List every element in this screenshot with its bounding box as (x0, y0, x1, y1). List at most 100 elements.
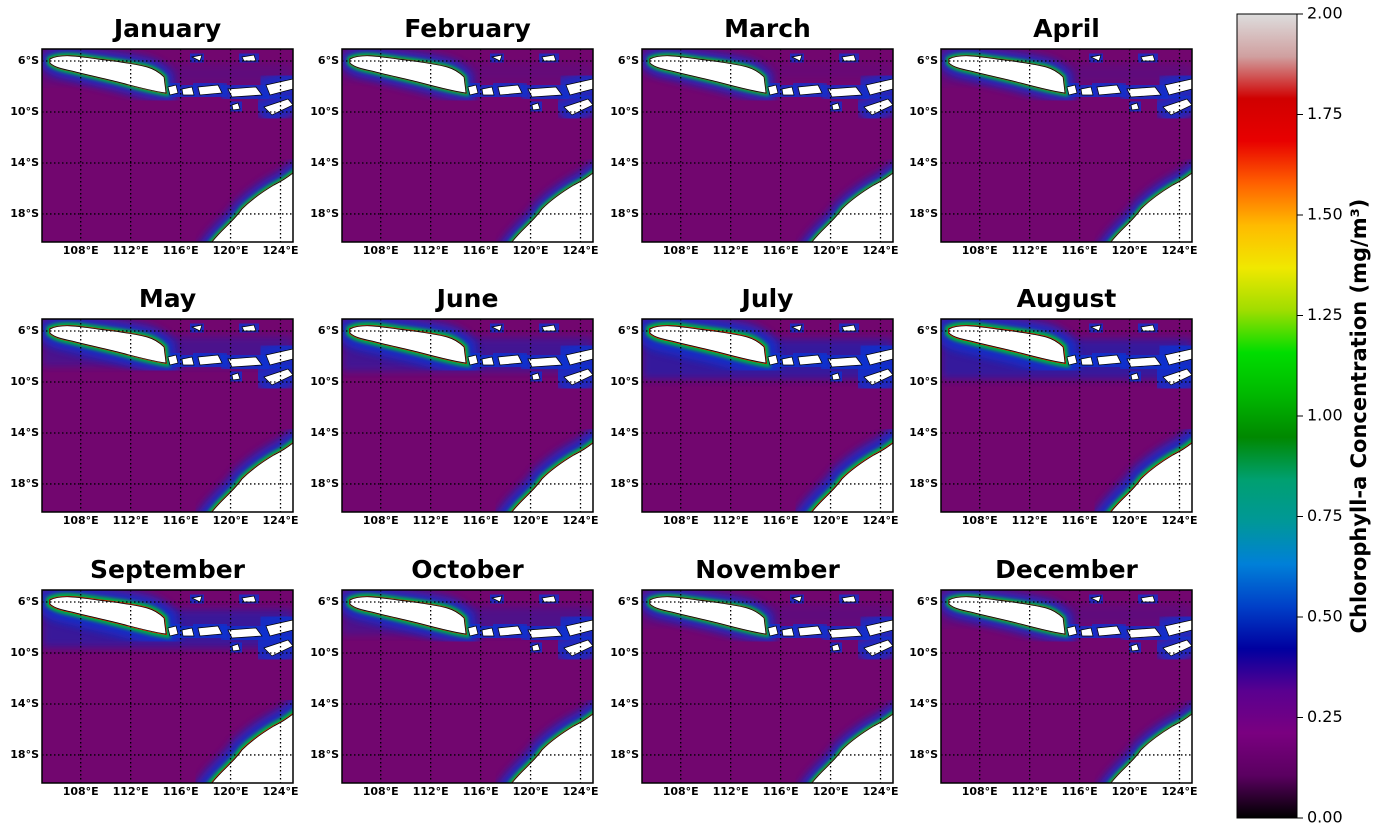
colorbar-tick-label: 1.00 (1307, 406, 1343, 425)
colorbar-tick-label: 0.25 (1307, 707, 1343, 726)
land (828, 357, 862, 367)
colorbar-label: Chlorophyll-a Concentration (mg/m³) (1347, 199, 1371, 634)
land (768, 355, 778, 365)
y-tick-label: 14°S (610, 426, 639, 439)
y-tick-label: 6°S (18, 324, 39, 337)
panel-title: February (404, 14, 531, 43)
land (798, 85, 822, 95)
y-tick-label: 10°S (310, 646, 339, 659)
land (498, 626, 522, 636)
map-panel: January108°E112°E116°E120°E124°E6°S10°S1… (10, 14, 298, 257)
y-tick-label: 14°S (610, 697, 639, 710)
map-panel: September108°E112°E116°E120°E124°E6°S10°… (10, 555, 298, 798)
land (1097, 626, 1121, 636)
y-tick-label: 18°S (610, 477, 639, 490)
x-tick-label: 124°E (863, 244, 899, 257)
x-tick-label: 108°E (663, 244, 699, 257)
land (1067, 355, 1077, 365)
land (198, 85, 222, 95)
x-tick-label: 116°E (163, 514, 199, 527)
map-body (642, 49, 893, 242)
map-body (42, 319, 293, 512)
map-panel: November108°E112°E116°E120°E124°E6°S10°S… (610, 555, 898, 798)
y-tick-label: 14°S (10, 156, 39, 169)
colorbar-tick-label: 1.75 (1307, 104, 1343, 123)
y-tick-label: 14°S (310, 426, 339, 439)
x-tick-label: 112°E (1012, 244, 1048, 257)
y-tick-label: 6°S (318, 595, 339, 608)
y-tick-label: 6°S (618, 595, 639, 608)
x-tick-label: 124°E (563, 244, 599, 257)
land (198, 355, 222, 365)
land (1097, 85, 1121, 95)
x-tick-label: 112°E (713, 785, 749, 798)
x-tick-label: 120°E (1112, 244, 1148, 257)
land (528, 628, 562, 638)
x-tick-label: 112°E (413, 785, 449, 798)
land (168, 355, 178, 365)
y-tick-label: 10°S (10, 375, 39, 388)
y-tick-label: 6°S (917, 595, 938, 608)
land (1067, 85, 1077, 95)
y-tick-label: 10°S (909, 646, 938, 659)
x-tick-label: 124°E (863, 785, 899, 798)
x-tick-label: 116°E (163, 785, 199, 798)
x-tick-label: 112°E (413, 244, 449, 257)
map-body (941, 319, 1192, 512)
land (168, 85, 178, 95)
panel-title: September (90, 555, 246, 584)
land (228, 628, 262, 638)
panel-title: March (724, 14, 811, 43)
x-tick-label: 108°E (363, 514, 399, 527)
map-body (342, 319, 593, 512)
land (828, 628, 862, 638)
land (198, 626, 222, 636)
y-tick-label: 14°S (310, 156, 339, 169)
colorbar-fill (1237, 14, 1297, 818)
y-tick-label: 10°S (610, 105, 639, 118)
land (528, 357, 562, 367)
panel-title: January (112, 14, 221, 43)
x-tick-label: 124°E (1162, 244, 1198, 257)
x-tick-label: 116°E (463, 514, 499, 527)
colorbar-tick-label: 0.50 (1307, 607, 1343, 626)
x-tick-label: 116°E (1062, 244, 1098, 257)
map-body (42, 590, 293, 783)
y-tick-label: 6°S (917, 324, 938, 337)
x-tick-label: 124°E (863, 514, 899, 527)
x-tick-label: 108°E (663, 785, 699, 798)
panel-title: December (995, 555, 1138, 584)
y-tick-label: 18°S (10, 748, 39, 761)
x-tick-label: 108°E (363, 785, 399, 798)
x-tick-label: 108°E (363, 244, 399, 257)
figure: January 108°E 112°E 116°E 120°E 124°E 6°S 10°S 1… (0, 0, 1388, 830)
y-tick-label: 18°S (310, 207, 339, 220)
y-tick-label: 10°S (610, 375, 639, 388)
x-tick-label: 120°E (513, 514, 549, 527)
x-tick-label: 116°E (163, 244, 199, 257)
y-tick-label: 6°S (618, 54, 639, 67)
y-tick-label: 10°S (10, 646, 39, 659)
colorbar-tick-label: 2.00 (1307, 4, 1343, 23)
land (1127, 357, 1161, 367)
land (498, 85, 522, 95)
map-panel: December108°E112°E116°E120°E124°E6°S10°S… (909, 555, 1197, 798)
y-tick-label: 14°S (10, 426, 39, 439)
map-body (342, 49, 593, 242)
y-tick-label: 14°S (610, 156, 639, 169)
y-tick-label: 14°S (909, 426, 938, 439)
colorbar: 0.000.250.500.751.001.251.501.752.00Chlo… (1237, 4, 1371, 827)
land (168, 626, 178, 636)
x-tick-label: 112°E (713, 244, 749, 257)
x-tick-label: 112°E (1012, 785, 1048, 798)
land (468, 85, 478, 95)
land (1127, 87, 1161, 97)
x-tick-label: 120°E (813, 785, 849, 798)
map-panels: January 108°E 112°E 116°E 120°E 124°E 6°S 10°S 1… (10, 14, 1197, 798)
x-tick-label: 120°E (513, 244, 549, 257)
x-tick-label: 124°E (563, 514, 599, 527)
x-tick-label: 124°E (263, 785, 299, 798)
y-tick-label: 14°S (10, 697, 39, 710)
